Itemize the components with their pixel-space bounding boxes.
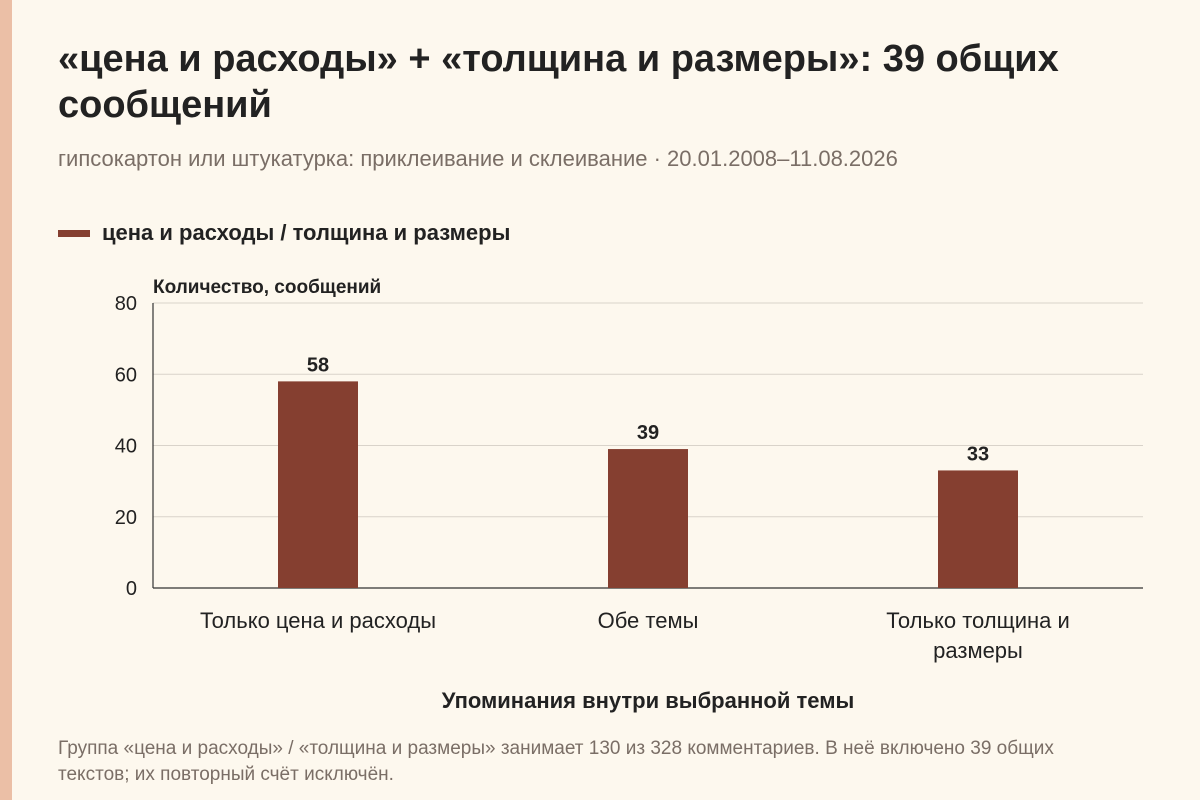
bar-value-label: 33 <box>967 443 989 465</box>
x-tick-label: Только толщина и размеры <box>886 608 1070 663</box>
legend-label: цена и расходы / толщина и размеры <box>102 220 511 245</box>
bar <box>938 470 1018 588</box>
y-axis-label: Количество, сообщений <box>153 277 381 298</box>
legend: цена и расходы / толщина и размеры <box>58 220 510 246</box>
x-tick-label: Только цена и расходы <box>200 608 436 633</box>
y-tick-label: 40 <box>115 436 137 458</box>
bar <box>278 381 358 588</box>
x-tick-label-line: размеры <box>933 638 1023 663</box>
x-tick-label: Обе темы <box>598 608 699 633</box>
legend-swatch <box>58 229 90 237</box>
footnote: Группа «цена и расходы» / «толщина и раз… <box>58 738 1054 785</box>
y-tick-label: 80 <box>115 293 137 315</box>
x-tick-label-line: Только толщина и <box>886 608 1070 633</box>
bar-value-label: 58 <box>307 354 329 376</box>
y-tick-label: 60 <box>115 364 137 386</box>
y-tick-label: 0 <box>126 578 137 600</box>
x-tick-label-line: Только цена и расходы <box>200 608 436 633</box>
bar-value-label: 39 <box>637 422 659 444</box>
y-tick-label: 20 <box>115 507 137 529</box>
x-tick-label-line: Обе темы <box>598 608 699 633</box>
accent-strip <box>0 0 12 800</box>
bar <box>608 449 688 588</box>
x-axis-label: Упоминания внутри выбранной темы <box>442 688 855 713</box>
chart-subtitle: гипсокартон или штукатурка: приклеивание… <box>58 146 898 171</box>
chart-title: «цена и расходы» + «толщина и размеры»: … <box>58 38 1059 126</box>
